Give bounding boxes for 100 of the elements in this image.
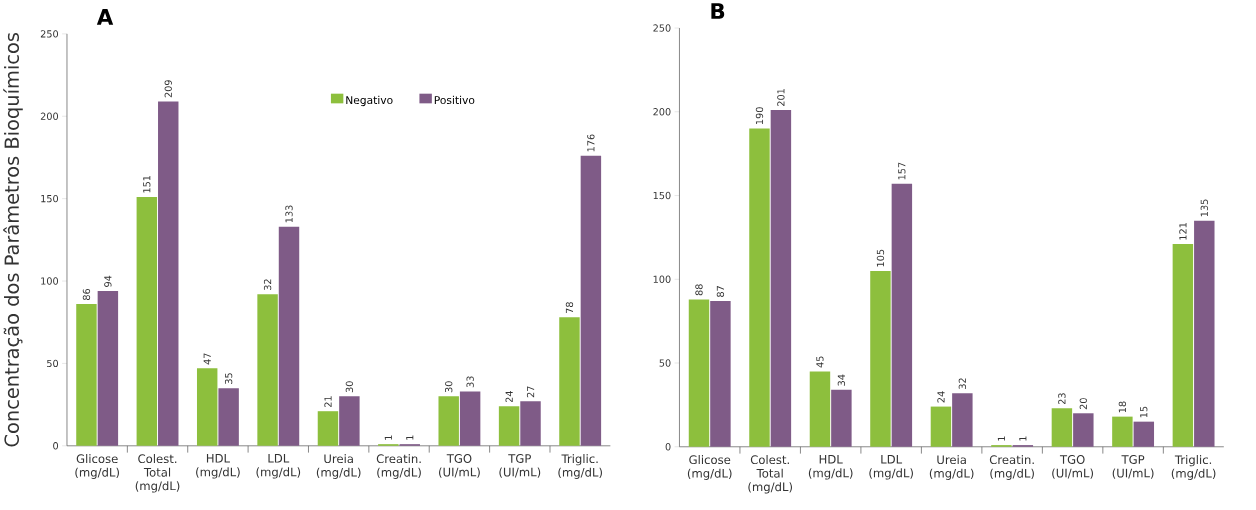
x-tick-label: Glicose (mg/dL): [687, 455, 732, 480]
bar: [136, 196, 158, 446]
y-tick-label: 0: [665, 443, 671, 451]
y-tick-label: 250: [653, 24, 671, 32]
data-label: 88: [695, 284, 703, 296]
x-tick-label: Triglic. (mg/dL): [1171, 455, 1216, 480]
bar: [158, 101, 179, 446]
x-tick-label: TGP (UI/mL): [1112, 455, 1154, 479]
bar: [891, 183, 913, 447]
x-tick-label: Creatin. (mg/dL): [989, 455, 1034, 480]
bar: [1133, 421, 1155, 447]
bar: [520, 401, 541, 446]
bar: [870, 270, 891, 447]
data-label: 24: [505, 391, 513, 403]
bar: [278, 226, 300, 446]
data-label: 209: [164, 80, 172, 98]
x-tick-label: Glicose (mg/dL): [75, 454, 119, 479]
y-tick-label: 200: [653, 108, 671, 116]
bar: [688, 299, 710, 447]
bar: [952, 393, 973, 447]
data-label: 47: [203, 353, 211, 365]
data-label: 21: [324, 396, 332, 408]
bar: [76, 304, 97, 446]
bar: [459, 391, 481, 446]
x-tick-label: HDL (mg/dL): [808, 455, 853, 480]
bar: [710, 301, 731, 447]
data-label: 190: [755, 107, 764, 125]
x-tick-label: Colest. Total (mg/dL): [748, 455, 792, 494]
data-label: 94: [104, 275, 112, 287]
data-label: 151: [143, 175, 151, 193]
bar: [498, 406, 520, 446]
y-tick-label: 200: [40, 112, 59, 120]
x-tick-label: LDL (mg/dL): [256, 454, 301, 479]
legend-label: Negativo: [346, 95, 393, 107]
bar: [1172, 244, 1194, 447]
data-label: 33: [466, 376, 474, 388]
data-label: 1: [406, 435, 414, 440]
data-label: 78: [565, 302, 574, 314]
y-tick-label: 0: [53, 442, 59, 450]
y-tick-label: 250: [40, 30, 59, 38]
data-label: 86: [82, 288, 91, 300]
y-axis-title: Concentração dos Parâmetros Bioquímicos: [3, 33, 23, 447]
data-label: 87: [716, 286, 725, 297]
data-label: 20: [1079, 398, 1087, 410]
y-tick-label: 50: [47, 359, 59, 368]
y-tick-label: 100: [41, 277, 59, 285]
legend-label: Positivo: [434, 95, 475, 105]
x-tick-label: TGO (UI/mL): [1052, 455, 1094, 479]
chart-title: A: [96, 9, 114, 25]
data-label: 135: [1200, 199, 1208, 217]
bar: [97, 290, 119, 446]
data-label: 176: [587, 134, 595, 152]
data-label: 133: [285, 205, 293, 223]
bar: [559, 317, 580, 446]
annotation: 32: [263, 279, 272, 291]
bar: [317, 411, 339, 446]
data-label: 30: [445, 381, 453, 393]
data-label: 32: [958, 378, 967, 389]
data-label: 1: [1019, 436, 1027, 441]
data-label: 35: [224, 373, 233, 384]
chart-title: B: [711, 3, 725, 19]
x-tick-label: Triglic. (mg/dL): [558, 454, 602, 479]
data-label: 23: [1058, 393, 1066, 405]
bar: [339, 396, 360, 446]
data-label: 30: [345, 381, 354, 393]
bar: [1051, 408, 1073, 447]
data-label: 157: [898, 162, 906, 180]
y-tick-label: 150: [41, 194, 59, 203]
bar: [831, 389, 852, 447]
y-tick-label: 50: [659, 359, 671, 367]
data-label: 18: [1118, 401, 1127, 413]
data-label: 27: [526, 386, 535, 398]
y-tick-label: 100: [653, 275, 671, 283]
bar: [218, 388, 239, 446]
x-tick-label: TGP (UI/mL): [499, 454, 541, 478]
data-label: 45: [816, 356, 824, 368]
data-label: 121: [1179, 223, 1187, 240]
bar: [438, 396, 459, 446]
bar: [196, 368, 218, 446]
x-tick-label: TGO (UI/mL): [439, 454, 480, 478]
data-label: 24: [937, 391, 945, 403]
bar: [1112, 416, 1133, 447]
bar: [770, 110, 792, 447]
bar: [580, 155, 602, 446]
x-tick-label: LDL (mg/dL): [869, 455, 913, 480]
bar: [809, 371, 831, 447]
bar: [930, 406, 952, 447]
x-tick-label: Ureia (mg/dL): [316, 454, 361, 479]
data-label: 34: [837, 374, 846, 386]
data-label: 201: [777, 89, 785, 106]
bar: [749, 128, 770, 447]
bar: [1194, 220, 1215, 447]
data-label: 1: [997, 436, 1005, 441]
bar: [257, 294, 278, 446]
data-label: 105: [876, 249, 885, 267]
x-tick-label: Creatin. (mg/dL): [376, 454, 421, 479]
bar: [1073, 413, 1094, 447]
data-label: 15: [1140, 406, 1148, 418]
data-label: 1: [384, 435, 392, 440]
y-tick-label: 150: [653, 191, 671, 200]
